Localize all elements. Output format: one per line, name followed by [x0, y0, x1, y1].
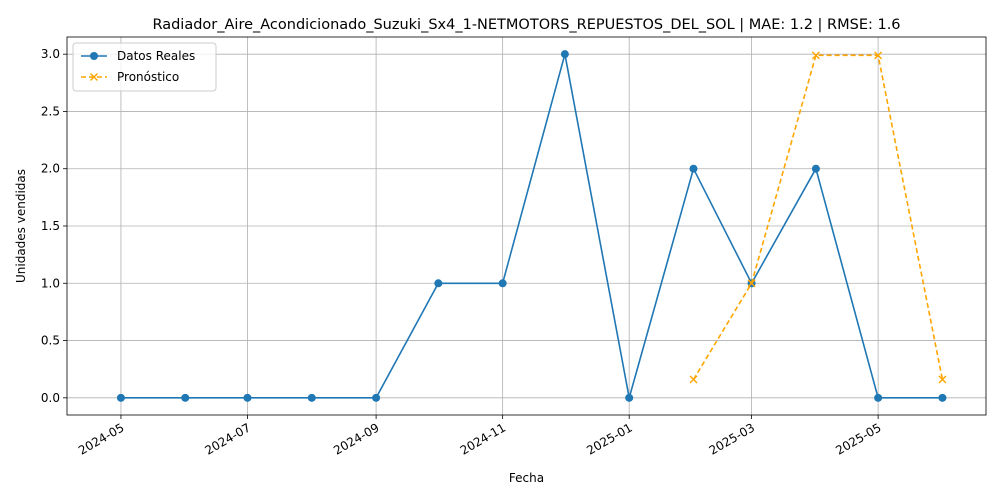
data-point-real: [874, 393, 883, 402]
y-tick-label: 2.5: [41, 104, 60, 118]
legend-box: [72, 42, 217, 92]
x-axis-label: Fecha: [509, 471, 544, 485]
y-tick-label: 3.0: [41, 47, 60, 61]
data-point-real: [560, 50, 569, 59]
y-tick-label: 1.0: [41, 276, 60, 290]
data-point-real: [181, 393, 190, 402]
data-point-real: [938, 393, 947, 402]
data-point-forecast: [874, 51, 883, 60]
legend-marker-real: [90, 52, 98, 60]
y-tick-label: 2.0: [41, 162, 60, 176]
legend-marker-forecast: [90, 73, 98, 81]
data-point-forecast: [938, 375, 947, 384]
series-layer: [116, 50, 947, 402]
y-tick-label: 0.5: [41, 334, 60, 348]
chart-title: Radiador_Aire_Acondicionado_Suzuki_Sx4_1…: [152, 17, 900, 33]
y-tick-label: 0.0: [41, 391, 60, 405]
data-point-real: [372, 393, 381, 402]
data-point-forecast: [747, 279, 756, 288]
y-axis-label: Unidades vendidas: [14, 169, 28, 283]
data-point-real: [116, 393, 125, 402]
legend: Datos Reales Pronóstico: [72, 42, 217, 92]
legend-label-real: Datos Reales: [117, 49, 195, 63]
data-point-real: [243, 393, 252, 402]
series-line-forecast: [692, 54, 944, 380]
legend-label-forecast: Pronóstico: [117, 70, 179, 84]
data-point-real: [625, 393, 634, 402]
data-point-real: [498, 279, 507, 288]
data-point-real: [434, 279, 443, 288]
data-point-real: [811, 164, 820, 173]
data-point-forecast: [689, 375, 698, 384]
data-point-real: [689, 164, 698, 173]
y-tick-label: 1.5: [41, 219, 60, 233]
series-line-real: [120, 53, 943, 399]
data-point-forecast: [811, 51, 820, 60]
data-point-real: [307, 393, 316, 402]
